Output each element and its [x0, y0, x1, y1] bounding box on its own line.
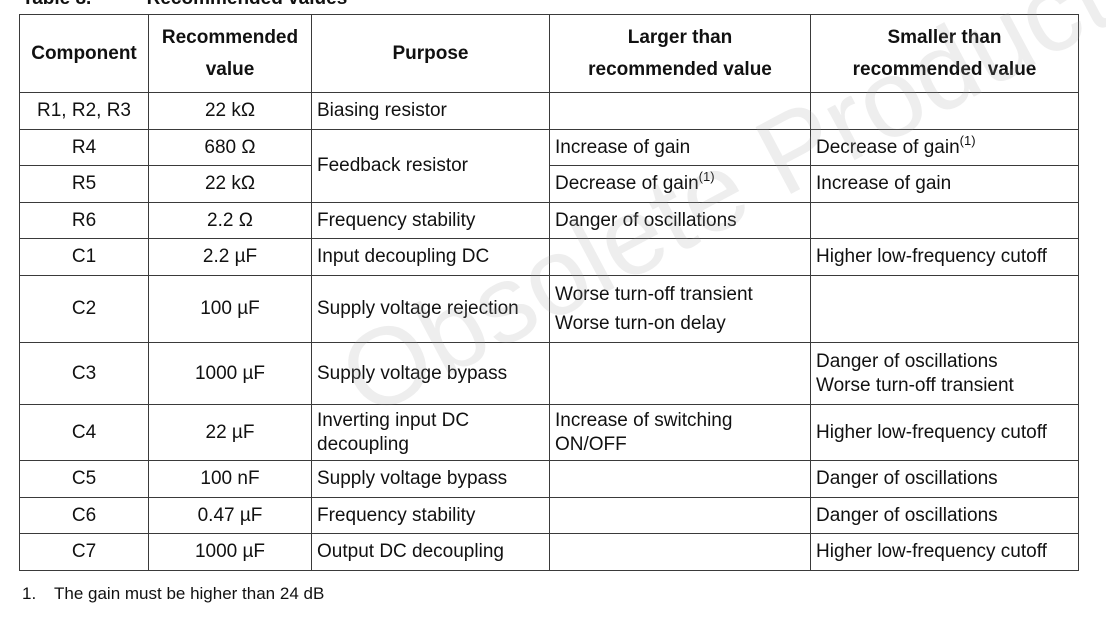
header-component: Component [19, 14, 149, 93]
cell-smaller: Higher low-frequency cutoff [810, 404, 1079, 461]
table-row: R5 22 kΩ Decrease of gain(1) Increase of… [19, 165, 1079, 203]
cell-purpose: Inverting input DC decoupling [311, 404, 550, 461]
cell-component: C6 [19, 497, 149, 534]
cell-component: R6 [19, 202, 149, 239]
cell-value: 100 nF [148, 460, 312, 498]
header-row: Component Recommended value Purpose Larg… [19, 14, 1079, 93]
table-row: R1, R2, R3 22 kΩ Biasing resistor [19, 92, 1079, 130]
cell-component: R1, R2, R3 [19, 92, 149, 130]
cell-purpose: Feedback resistor [311, 129, 550, 203]
cell-smaller [810, 275, 1079, 343]
cell-component: C2 [19, 275, 149, 343]
cell-component: C7 [19, 533, 149, 571]
table-row: R6 2.2 Ω Frequency stability Danger of o… [19, 202, 1079, 239]
cell-component: C4 [19, 404, 149, 461]
cell-smaller: Higher low-frequency cutoff [810, 533, 1079, 571]
cell-purpose: Supply voltage bypass [311, 460, 550, 498]
table-row: R4 680 Ω Feedback resistor Increase of g… [19, 129, 1079, 203]
table-row: C4 22 µF Inverting input DC decoupling I… [19, 404, 1079, 461]
header-purpose: Purpose [311, 14, 550, 93]
cell-smaller: Increase of gain [810, 165, 1079, 203]
cell-value: 0.47 µF [148, 497, 312, 534]
cell-larger [549, 92, 811, 130]
table-row: C7 1000 µF Output DC decoupling Higher l… [19, 533, 1079, 571]
recommended-values-table: Component Recommended value Purpose Larg… [19, 14, 1079, 571]
cell-component: C5 [19, 460, 149, 498]
cell-value: 680 Ω [148, 129, 312, 166]
footnote-ref: (1) [959, 132, 976, 148]
cell-component: R5 [19, 165, 149, 203]
table-row: C3 1000 µF Supply voltage bypass Danger … [19, 342, 1079, 405]
cell-purpose: Biasing resistor [311, 92, 550, 130]
table-number: Table 8. [22, 0, 91, 9]
cell-value: 22 µF [148, 404, 312, 461]
cell-larger [549, 460, 811, 498]
cell-value: 2.2 Ω [148, 202, 312, 239]
footnote: 1. The gain must be higher than 24 dB [22, 584, 324, 604]
table-caption: Table 8. Recommended values [22, 0, 347, 10]
table-row: C2 100 µF Supply voltage rejection Worse… [19, 275, 1079, 343]
cell-purpose: Supply voltage bypass [311, 342, 550, 405]
cell-purpose: Frequency stability [311, 202, 550, 239]
cell-larger [549, 533, 811, 571]
table-title: Recommended values [147, 0, 348, 9]
cell-value: 100 µF [148, 275, 312, 343]
cell-value: 22 kΩ [148, 92, 312, 130]
cell-smaller: Danger of oscillations [810, 460, 1079, 498]
cell-larger: Increase of switching ON/OFF [549, 404, 811, 461]
cell-value: 1000 µF [148, 533, 312, 571]
cell-smaller: Danger of oscillations Worse turn-off tr… [810, 342, 1079, 405]
cell-larger: Decrease of gain(1) [549, 165, 811, 203]
cell-purpose: Supply voltage rejection [311, 275, 550, 343]
header-larger-than: Larger than recommended value [549, 14, 811, 93]
cell-component: R4 [19, 129, 149, 166]
cell-value: 22 kΩ [148, 165, 312, 203]
cell-larger: Danger of oscillations [549, 202, 811, 239]
header-smaller-than: Smaller than recommended value [810, 14, 1079, 93]
footnote-text: The gain must be higher than 24 dB [54, 584, 325, 603]
cell-purpose: Frequency stability [311, 497, 550, 534]
cell-larger: Worse turn-off transient Worse turn-on d… [549, 275, 811, 343]
footnote-ref: (1) [698, 169, 715, 184]
cell-smaller [810, 92, 1079, 130]
cell-purpose: Output DC decoupling [311, 533, 550, 571]
cell-smaller: Danger of oscillations [810, 497, 1079, 534]
cell-component: C3 [19, 342, 149, 405]
cell-smaller: Higher low-frequency cutoff [810, 238, 1079, 276]
cell-smaller [810, 202, 1079, 239]
cell-smaller: Decrease of gain(1) [810, 129, 1079, 166]
table-row: C5 100 nF Supply voltage bypass Danger o… [19, 460, 1079, 498]
header-recommended-value: Recommended value [148, 14, 312, 93]
footnote-number: 1. [22, 584, 37, 603]
cell-larger: Increase of gain [549, 129, 811, 166]
table-row: C1 2.2 µF Input decoupling DC Higher low… [19, 238, 1079, 276]
cell-component: C1 [19, 238, 149, 276]
table-row: C6 0.47 µF Frequency stability Danger of… [19, 497, 1079, 534]
cell-larger [549, 342, 811, 405]
cell-purpose: Input decoupling DC [311, 238, 550, 276]
cell-larger [549, 238, 811, 276]
cell-larger [549, 497, 811, 534]
cell-value: 1000 µF [148, 342, 312, 405]
cell-value: 2.2 µF [148, 238, 312, 276]
